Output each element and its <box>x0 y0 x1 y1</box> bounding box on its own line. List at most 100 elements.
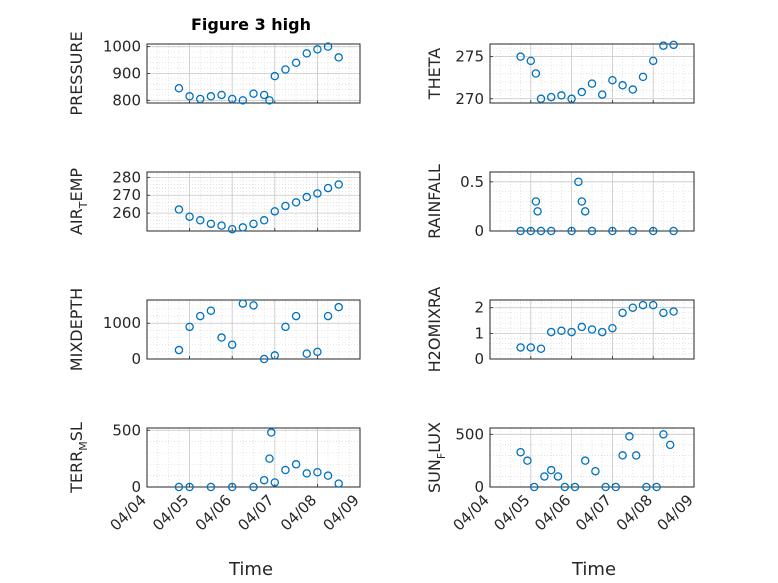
axes-box <box>489 171 695 232</box>
y-axis-label: PRESSURE <box>67 31 86 115</box>
data-point <box>574 177 583 187</box>
data-point <box>323 471 333 480</box>
data-point <box>323 42 333 51</box>
data-point <box>227 94 237 104</box>
data-point <box>618 81 627 90</box>
data-point <box>536 344 546 353</box>
data-point <box>625 432 634 441</box>
plot-area <box>147 428 360 487</box>
axes-box <box>489 299 695 360</box>
data-point <box>577 197 587 206</box>
data-point <box>281 65 290 74</box>
data-point <box>291 460 301 469</box>
data-point <box>334 479 343 488</box>
y-tick-label: 800 <box>112 91 141 109</box>
data-point <box>334 180 343 189</box>
y-axis-label-tail: EMP <box>67 168 86 202</box>
x-tick-label: 04/09 <box>320 491 363 534</box>
data-point <box>291 198 301 207</box>
data-point <box>669 226 678 236</box>
data-point <box>334 53 343 62</box>
y-axis-label-main: TERR <box>67 451 86 494</box>
y-tick-label: 270 <box>112 186 141 204</box>
x-tick-label: 04/04 <box>450 491 493 534</box>
subplot-h2omixra: 0 1 2 H2OMIXRA <box>425 287 695 373</box>
plot-area <box>147 172 360 231</box>
data-point <box>270 478 280 487</box>
data-point <box>174 84 184 93</box>
data-point <box>553 472 563 481</box>
data-point <box>249 301 258 310</box>
data-point <box>281 201 290 211</box>
y-tick-label: 0 <box>474 350 484 368</box>
data-point <box>523 456 532 465</box>
y-axis-label-subscript: M <box>77 441 90 451</box>
data-point <box>516 226 525 236</box>
subplot-mixdepth: 0 1000 MIXDEPTH <box>67 288 361 371</box>
data-point <box>557 91 566 100</box>
data-point <box>587 325 597 334</box>
data-point <box>259 90 269 100</box>
y-axis-label: SUNFLUX <box>425 422 448 493</box>
y-axis-label: MIXDEPTH <box>67 288 86 371</box>
y-axis-label-subscript: T <box>77 201 90 209</box>
y-axis-label-main: AIR <box>67 208 86 235</box>
data-point <box>265 96 274 105</box>
y-tick-label: 500 <box>112 421 141 439</box>
data-point <box>652 482 661 492</box>
data-point <box>608 323 617 333</box>
data-point <box>249 89 258 98</box>
data-point <box>313 45 322 54</box>
data-point <box>665 440 675 450</box>
data-point <box>227 224 237 234</box>
subplot-rainfall: 0 0.5 RAINFALL <box>425 164 695 240</box>
data-point <box>249 219 258 229</box>
data-point <box>546 92 556 102</box>
y-axis-label: TERRMSL <box>67 422 90 494</box>
data-point <box>302 349 311 358</box>
data-point <box>516 447 525 457</box>
y-axis-label-main: H2OMIXRA <box>425 287 444 373</box>
data-point <box>648 226 658 236</box>
y-tick-label: 270 <box>455 90 484 108</box>
y-tick-label: 280 <box>112 168 141 186</box>
y-axis-label: AIRTEMP <box>67 168 90 235</box>
x-tick-label: 04/05 <box>149 491 192 534</box>
data-point <box>546 327 556 337</box>
data-point <box>185 212 194 221</box>
data-point <box>611 482 621 492</box>
data-point <box>669 307 678 316</box>
data-point <box>618 451 627 460</box>
data-point <box>206 92 216 101</box>
data-point <box>249 482 258 492</box>
data-point <box>526 226 536 236</box>
data-point <box>608 226 617 236</box>
data-point <box>546 226 556 236</box>
y-axis-label-main: PRESSURE <box>67 31 86 115</box>
y-tick-label: 1000 <box>103 314 141 332</box>
y-axis-label: THETA <box>425 48 444 100</box>
y-tick-label: 2 <box>474 299 484 317</box>
y-axis-label-main: RAINFALL <box>425 164 444 239</box>
y-axis-label-main: THETA <box>425 48 444 100</box>
y-tick-label: 0 <box>131 350 141 368</box>
y-tick-label: 0.5 <box>460 173 484 191</box>
y-axis-label-tail: LUX <box>425 422 444 453</box>
data-point <box>302 469 311 478</box>
figure-title: Figure 3 high <box>191 15 311 34</box>
data-point <box>313 467 322 477</box>
data-point <box>334 302 343 312</box>
data-point <box>195 94 205 104</box>
y-tick-label: 0 <box>474 478 484 496</box>
y-axis-label: RAINFALL <box>425 164 444 239</box>
axes-box <box>489 427 695 488</box>
data-point <box>659 308 668 318</box>
data-point <box>601 482 610 492</box>
y-tick-label: 0 <box>131 478 141 496</box>
data-point <box>638 72 648 82</box>
plot-area <box>490 428 694 487</box>
y-tick-label: 1000 <box>103 38 141 56</box>
